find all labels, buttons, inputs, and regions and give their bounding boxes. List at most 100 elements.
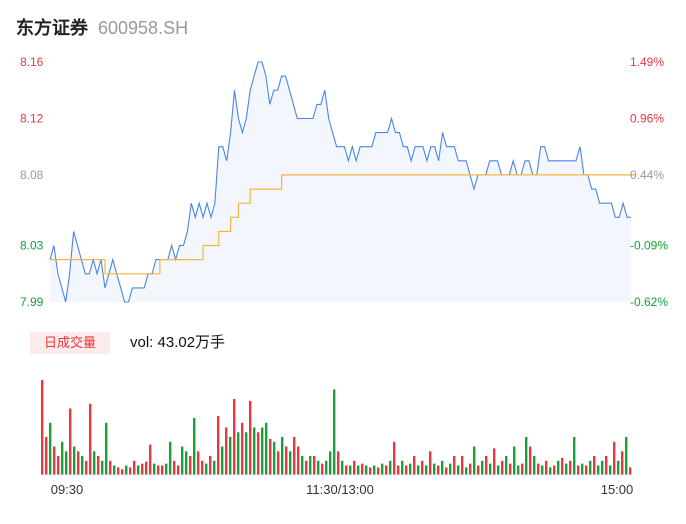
volume-bar <box>305 460 308 476</box>
volume-bar <box>537 463 540 475</box>
volume-bar <box>205 463 208 475</box>
volume-bar <box>317 460 320 476</box>
volume-bar <box>529 446 532 475</box>
volume-bar <box>429 451 432 476</box>
volume-bar <box>369 467 372 475</box>
volume-bar <box>113 465 116 475</box>
volume-bar <box>217 416 220 475</box>
volume-bar <box>73 446 76 475</box>
volume-bar <box>69 408 72 475</box>
volume-bar <box>509 463 512 475</box>
volume-bar <box>385 465 388 475</box>
volume-bar <box>241 422 244 476</box>
volume-bar <box>409 463 412 475</box>
volume-bar <box>57 456 60 475</box>
volume-bar <box>137 465 140 475</box>
volume-bar <box>121 469 124 475</box>
volume-bar <box>557 460 560 476</box>
volume-bar <box>549 467 552 475</box>
time-axis: 09:30 11:30/13:00 15:00 <box>51 482 634 497</box>
volume-bar <box>485 456 488 475</box>
volume-bar <box>449 463 452 475</box>
volume-bar <box>585 465 588 475</box>
volume-bar <box>517 465 520 475</box>
volume-bar <box>93 451 96 476</box>
time-tick-label: 11:30/13:00 <box>306 482 374 497</box>
volume-bar <box>377 467 380 475</box>
volume-bar <box>621 451 624 476</box>
price-tick-label: 8.03 <box>20 239 44 253</box>
percent-tick-label: 0.96% <box>630 112 664 126</box>
volume-bar <box>61 441 64 476</box>
volume-bar <box>533 456 536 475</box>
volume-badge[interactable]: 日成交量 <box>30 332 110 354</box>
chart-header: 东方证券 600958.SH <box>16 14 188 38</box>
volume-bar <box>521 463 524 475</box>
volume-bar <box>101 460 104 476</box>
percent-axis: 1.49% 0.96% 0.44% -0.09% -0.62% <box>630 55 668 309</box>
volume-bar <box>373 465 376 475</box>
volume-bar <box>489 463 492 475</box>
volume-bar <box>541 465 544 475</box>
volume-bar <box>265 422 268 476</box>
volume-bar <box>573 437 576 475</box>
volume-bar <box>213 460 216 476</box>
volume-bar <box>145 461 148 475</box>
volume-bar <box>45 437 48 475</box>
volume-bar <box>225 427 228 475</box>
volume-bar <box>337 451 340 476</box>
volume-bar <box>193 418 196 475</box>
volume-bar <box>625 437 628 475</box>
volume-bar <box>65 451 68 476</box>
volume-bar <box>261 427 264 475</box>
time-tick-label: 15:00 <box>601 482 634 497</box>
volume-bar <box>581 463 584 475</box>
price-tick-label: 8.08 <box>20 168 44 182</box>
volume-bar <box>329 451 332 476</box>
volume-bar <box>613 441 616 476</box>
volume-bar <box>525 437 528 475</box>
volume-bar <box>465 467 468 475</box>
volume-bar <box>161 465 164 475</box>
volume-bar <box>545 460 548 476</box>
volume-bar <box>413 456 416 475</box>
price-tick-label: 8.12 <box>20 112 44 126</box>
volume-bar <box>593 456 596 475</box>
volume-bar <box>141 463 144 475</box>
volume-bar <box>457 465 460 475</box>
volume-bar <box>85 460 88 476</box>
volume-bar <box>89 403 92 476</box>
volume-bar <box>133 460 136 476</box>
volume-bar <box>481 460 484 476</box>
stock-name: 东方证券 <box>16 18 88 38</box>
volume-bar <box>561 457 564 475</box>
volume-bar <box>513 446 516 475</box>
volume-bar <box>473 446 476 475</box>
volume-bar <box>433 463 436 475</box>
volume-bar <box>253 427 256 475</box>
volume-bar <box>417 465 420 475</box>
volume-bar <box>445 467 448 475</box>
volume-bar <box>353 460 356 476</box>
volume-bar <box>565 463 568 475</box>
volume-bar <box>569 460 572 476</box>
volume-bar <box>405 465 408 475</box>
price-area-fill <box>50 62 631 302</box>
volume-bar <box>149 444 152 475</box>
volume-bar <box>157 465 160 475</box>
volume-bars <box>41 380 633 476</box>
volume-bar <box>181 446 184 475</box>
volume-bar <box>589 460 592 476</box>
volume-bar <box>109 460 112 476</box>
volume-bar <box>281 437 284 475</box>
volume-bar <box>309 456 312 475</box>
volume-bar <box>437 465 440 475</box>
percent-tick-label: -0.62% <box>630 295 668 309</box>
volume-bar <box>229 437 232 475</box>
volume-bar <box>345 465 348 475</box>
volume-bar <box>49 422 52 476</box>
percent-tick-label: -0.09% <box>630 239 668 253</box>
volume-readout: vol: 43.02万手 <box>130 332 225 354</box>
volume-bar <box>197 451 200 476</box>
volume-bar <box>609 465 612 475</box>
